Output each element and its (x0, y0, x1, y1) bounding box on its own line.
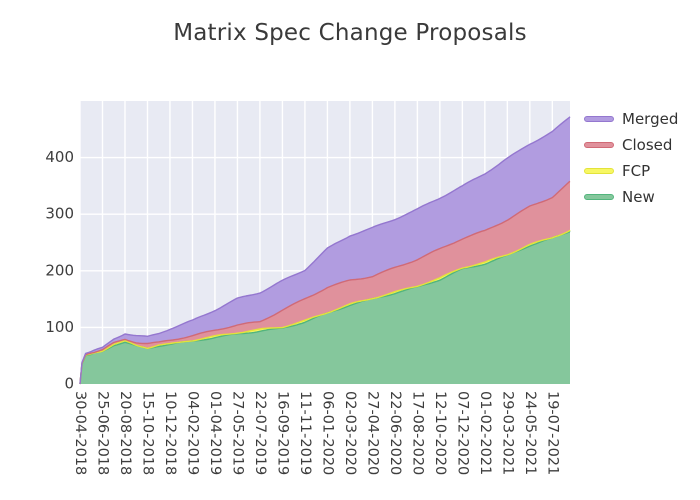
x-tick-label: 12-10-2020 (432, 391, 448, 475)
x-tick-label: 11-11-2019 (297, 391, 313, 475)
legend-item-merged[interactable]: Merged (584, 109, 678, 129)
legend: Merged Closed FCP New (584, 109, 678, 213)
x-tick-label: 10-12-2018 (162, 391, 178, 475)
x-tick-label: 19-07-2021 (544, 391, 560, 475)
y-tick-label: 300 (45, 205, 74, 223)
y-tick-label: 100 (45, 318, 74, 336)
series-edge-lines (79, 116, 571, 385)
closed-swatch-icon (584, 142, 614, 148)
legend-label: FCP (622, 162, 651, 180)
fcp-swatch-icon (584, 168, 614, 174)
x-tick-label: 24-05-2021 (522, 391, 538, 475)
y-tick-label: 200 (45, 261, 74, 279)
x-tick-label: 30-04-2018 (72, 391, 88, 475)
legend-item-closed[interactable]: Closed (584, 135, 678, 155)
x-tick-label: 02-03-2020 (342, 391, 358, 475)
chart-title: Matrix Spec Change Proposals (173, 20, 527, 46)
x-tick-label: 01-04-2019 (207, 391, 223, 475)
line-merged (79, 116, 571, 385)
x-tick-label: 04-02-2019 (184, 391, 200, 475)
x-tick-label: 06-01-2020 (319, 391, 335, 475)
x-tick-label: 17-08-2020 (409, 391, 425, 475)
legend-item-new[interactable]: New (584, 187, 678, 207)
line-fcp (79, 229, 571, 385)
legend-label: Merged (622, 110, 679, 128)
x-tick-label: 27-04-2020 (364, 391, 380, 475)
area-new (80, 231, 570, 384)
legend-label: Closed (622, 136, 673, 154)
new-swatch-icon (584, 194, 614, 200)
line-closed (79, 180, 571, 385)
x-tick-label: 16-09-2019 (274, 391, 290, 475)
y-tick-label: 400 (45, 148, 74, 166)
x-tick-label: 20-08-2018 (117, 391, 133, 475)
x-tick-label: 01-02-2021 (477, 391, 493, 475)
x-tick-label: 22-06-2020 (387, 391, 403, 475)
x-tick-label: 27-05-2019 (229, 391, 245, 475)
legend-label: New (622, 188, 655, 206)
x-tick-label: 25-06-2018 (94, 391, 110, 475)
y-tick-label: 0 (64, 375, 74, 393)
x-tick-label: 07-12-2020 (454, 391, 470, 475)
merged-swatch-icon (584, 116, 614, 122)
x-tick-label: 15-10-2018 (139, 391, 155, 475)
legend-item-fcp[interactable]: FCP (584, 161, 678, 181)
x-tick-label: 29-03-2021 (499, 391, 515, 475)
x-tick-label: 22-07-2019 (252, 391, 268, 475)
x-axis-tick-labels: 30-04-2018 25-06-2018 20-08-2018 15-10-2018… (72, 391, 560, 475)
y-axis-tick-labels: 0 100 200 300 400 (45, 148, 74, 392)
